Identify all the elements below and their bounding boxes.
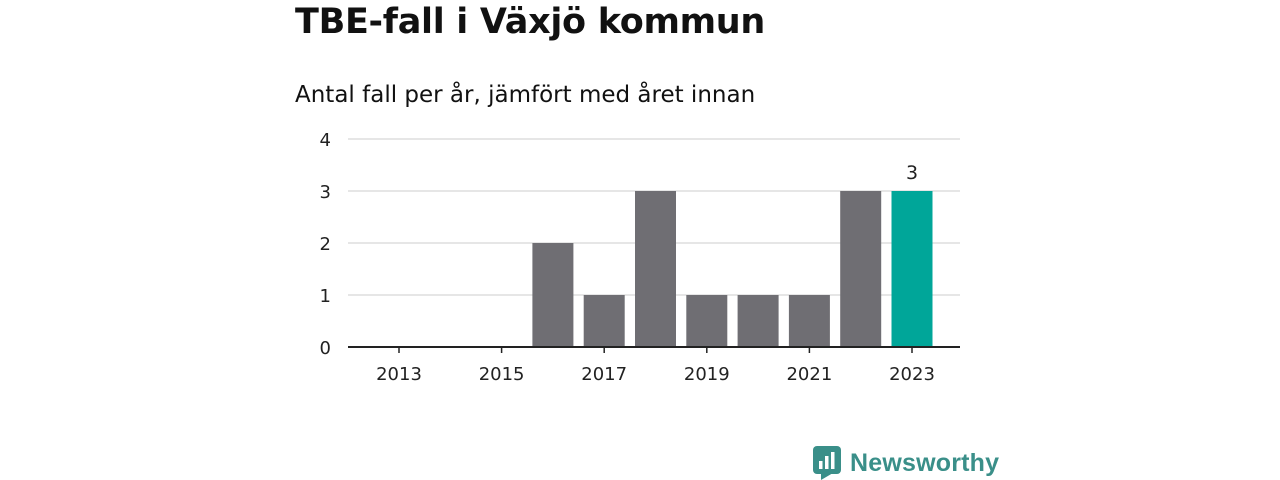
bar-2019 <box>686 295 728 347</box>
y-tick-label: 4 <box>320 130 331 151</box>
bars <box>532 191 933 347</box>
x-tick-label: 2013 <box>376 364 422 385</box>
newsworthy-logo-icon <box>813 446 841 480</box>
bar-2018 <box>635 191 676 347</box>
bar-2022 <box>840 191 882 347</box>
value-label-2023: 3 <box>906 162 918 184</box>
axes <box>348 346 960 353</box>
y-tick-label: 1 <box>320 286 331 307</box>
bar-2017 <box>583 295 625 347</box>
x-tick-label: 2015 <box>479 364 525 385</box>
y-tick-label: 3 <box>320 182 331 203</box>
x-tick-label: 2023 <box>889 364 935 385</box>
y-tick-label: 0 <box>320 338 331 359</box>
brand-logo: Newsworthy <box>813 446 999 480</box>
chart-title: TBE-fall i Växjö kommun <box>295 2 766 42</box>
labels: 0 1 2 3 4 3 2013 2015 2017 2019 2021 2023 <box>320 130 935 385</box>
bar-2020 <box>737 295 779 347</box>
y-tick-label: 2 <box>320 234 331 255</box>
bar-2023 <box>891 191 933 347</box>
x-tick-label: 2017 <box>581 364 627 385</box>
x-tick-label: 2021 <box>786 364 832 385</box>
brand-name: Newsworthy <box>850 448 1000 477</box>
bar-2021 <box>788 295 830 347</box>
x-tick-label: 2019 <box>684 364 730 385</box>
bar-2016 <box>532 243 574 347</box>
chart-subtitle: Antal fall per år, jämfört med året inna… <box>295 82 756 108</box>
